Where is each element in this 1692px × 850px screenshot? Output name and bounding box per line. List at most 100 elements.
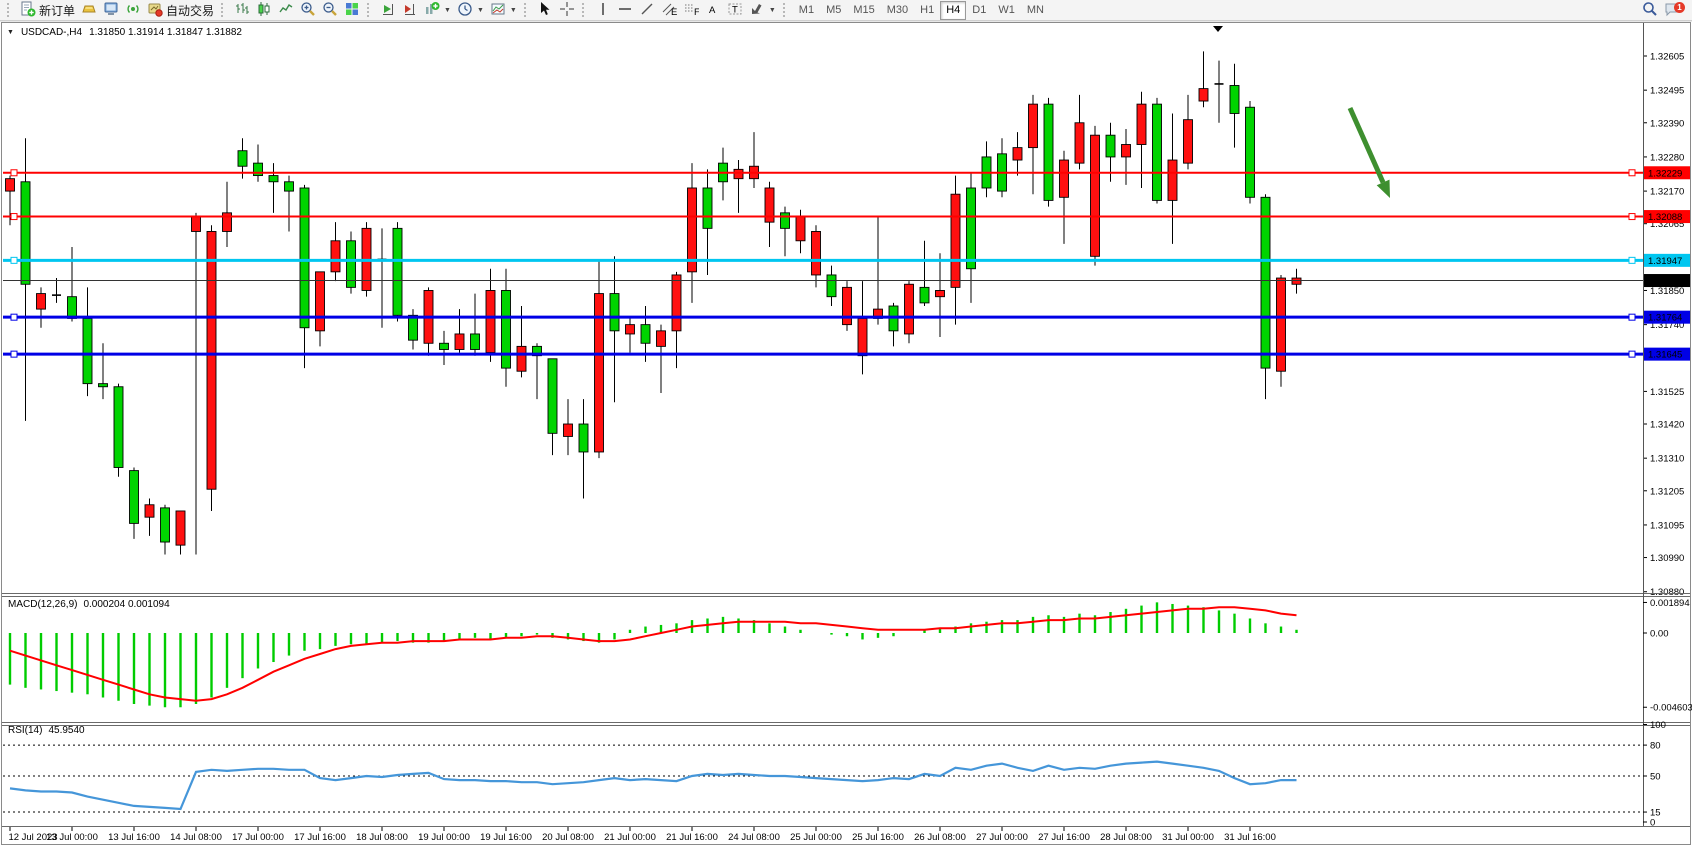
price-axis[interactable]: 1.32605 1.32495 1.32390 1.32280 1.32170 1.320…	[1643, 52, 1684, 599]
price-tick-label: 1.31740	[1650, 320, 1684, 331]
text-icon: A	[705, 1, 721, 20]
svg-text:100: 100	[1650, 720, 1666, 731]
crosshair-button[interactable]	[556, 1, 578, 20]
signals-button[interactable]	[122, 1, 144, 20]
periods-button[interactable]: ▼	[454, 1, 487, 20]
chat-button[interactable]: 1	[1661, 1, 1685, 20]
candlestick-chart-button[interactable]	[253, 1, 275, 20]
svg-text:1.32229: 1.32229	[1648, 168, 1682, 179]
svg-text:T: T	[732, 4, 738, 15]
macd-panel: 0.001894 0.00 -0.004603	[8, 598, 1692, 714]
price-tick-label: 1.31310	[1650, 454, 1684, 465]
time-tick-label: 25 Jul 00:00	[790, 832, 842, 843]
chat-badge: 1	[1674, 1, 1685, 13]
time-tick-label: 14 Jul 08:00	[170, 832, 222, 843]
svg-text:-0.004603: -0.004603	[1650, 703, 1692, 714]
tab-H1[interactable]: H1	[914, 1, 940, 20]
new-order-button[interactable]: 新订单	[17, 1, 78, 20]
time-tick-label: 31 Jul 16:00	[1224, 832, 1276, 843]
svg-text:50: 50	[1650, 772, 1661, 783]
time-tick-label: 24 Jul 08:00	[728, 832, 780, 843]
indicators-button[interactable]: ▼	[421, 1, 454, 20]
tab-D1[interactable]: D1	[966, 1, 992, 20]
templates-button[interactable]: ▼	[487, 1, 520, 20]
candlesticks	[5, 51, 1302, 555]
rsi-panel: 100 80 50 150	[3, 720, 1666, 829]
horizontal-line-icon	[617, 1, 633, 20]
crosshair-icon	[559, 1, 575, 20]
price-badge	[1644, 347, 1691, 361]
price-tick-label: 1.31850	[1650, 286, 1684, 297]
zoom-in-button[interactable]	[297, 1, 319, 20]
time-tick-label: 27 Jul 16:00	[1038, 832, 1090, 843]
bar-chart-button[interactable]	[231, 1, 253, 20]
timeframe-label: M30	[886, 4, 909, 16]
line-chart-button[interactable]	[275, 1, 297, 20]
cursor-button[interactable]	[534, 1, 556, 20]
timeframe-label: D1	[972, 4, 987, 16]
terminal-button[interactable]	[100, 1, 122, 20]
price-tick-label: 1.31205	[1650, 486, 1684, 497]
toolbar-grip	[221, 3, 227, 17]
trendline-button[interactable]	[636, 1, 658, 20]
text-label-button[interactable]: T	[724, 1, 746, 20]
zoom-out-icon	[322, 1, 338, 20]
svg-text:1.31947: 1.31947	[1648, 256, 1682, 267]
zoom-out-button[interactable]	[319, 1, 341, 20]
time-tick-label: 20 Jul 08:00	[542, 832, 594, 843]
autotrading-button[interactable]: 自动交易	[144, 1, 217, 20]
zoom-in-icon	[300, 1, 316, 20]
tab-M1[interactable]: M1	[793, 1, 820, 20]
fibonacci-icon: F	[683, 1, 700, 20]
price-tick-label: 1.32495	[1650, 86, 1684, 97]
equidistant-channel-button[interactable]: E	[658, 1, 680, 20]
bar-chart-icon	[234, 1, 250, 20]
horizontal-line-objects[interactable]	[3, 169, 1643, 358]
tab-M5[interactable]: M5	[820, 1, 847, 20]
tab-W1[interactable]: W1	[992, 1, 1021, 20]
toolbar-grip	[7, 3, 13, 17]
price-badge	[1644, 210, 1691, 224]
svg-text:0.001894: 0.001894	[1650, 598, 1690, 609]
tab-M15[interactable]: M15	[847, 1, 880, 20]
chart-shift-button[interactable]	[399, 1, 421, 20]
svg-text:1.31764: 1.31764	[1648, 313, 1682, 324]
toolbar: 新订单 自动交易 ▼ ▼	[0, 0, 1692, 21]
chart-shift-marker[interactable]	[1213, 26, 1223, 32]
fibonacci-button[interactable]: F	[680, 1, 702, 20]
new-order-icon	[20, 1, 36, 20]
tab-H4[interactable]: H4	[940, 0, 967, 20]
auto-scroll-button[interactable]	[377, 1, 399, 20]
gold-ingot-button[interactable]	[78, 1, 100, 20]
terminal-icon	[103, 1, 119, 20]
time-tick-label: 26 Jul 08:00	[914, 832, 966, 843]
cursor-icon	[537, 1, 553, 20]
indicators-icon	[424, 1, 440, 20]
chart-window[interactable]: 1.32605 1.32495 1.32390 1.32280 1.32170 1.320…	[0, 22, 1692, 850]
svg-text:A: A	[709, 5, 716, 16]
arrows-button[interactable]: ▼	[746, 1, 779, 20]
svg-text:80: 80	[1650, 741, 1661, 752]
search-button[interactable]	[1639, 1, 1661, 20]
vertical-line-button[interactable]	[592, 1, 614, 20]
arrow-annotation[interactable]	[1347, 106, 1390, 198]
line-chart-icon	[278, 1, 294, 20]
price-tick-label: 1.32605	[1650, 52, 1684, 63]
text-button[interactable]: A	[702, 1, 724, 20]
time-tick-label: 19 Jul 16:00	[480, 832, 532, 843]
price-tick-label: 1.31525	[1650, 387, 1684, 398]
tab-M30[interactable]: M30	[881, 1, 914, 20]
horizontal-line-button[interactable]	[614, 1, 636, 20]
chart-canvas[interactable]: 1.32605 1.32495 1.32390 1.32280 1.32170 1.320…	[0, 22, 1692, 850]
price-tick-label: 1.30880	[1650, 587, 1684, 598]
tile-windows-button[interactable]	[341, 1, 363, 20]
tab-MN[interactable]: MN	[1021, 1, 1050, 20]
time-tick-label: 18 Jul 08:00	[356, 832, 408, 843]
tile-windows-icon	[344, 1, 360, 20]
signals-icon	[125, 1, 141, 20]
time-tick-label: 27 Jul 00:00	[976, 832, 1028, 843]
templates-icon	[490, 1, 506, 20]
price-tick-label: 1.30990	[1650, 553, 1684, 564]
svg-text:0: 0	[1650, 818, 1655, 829]
